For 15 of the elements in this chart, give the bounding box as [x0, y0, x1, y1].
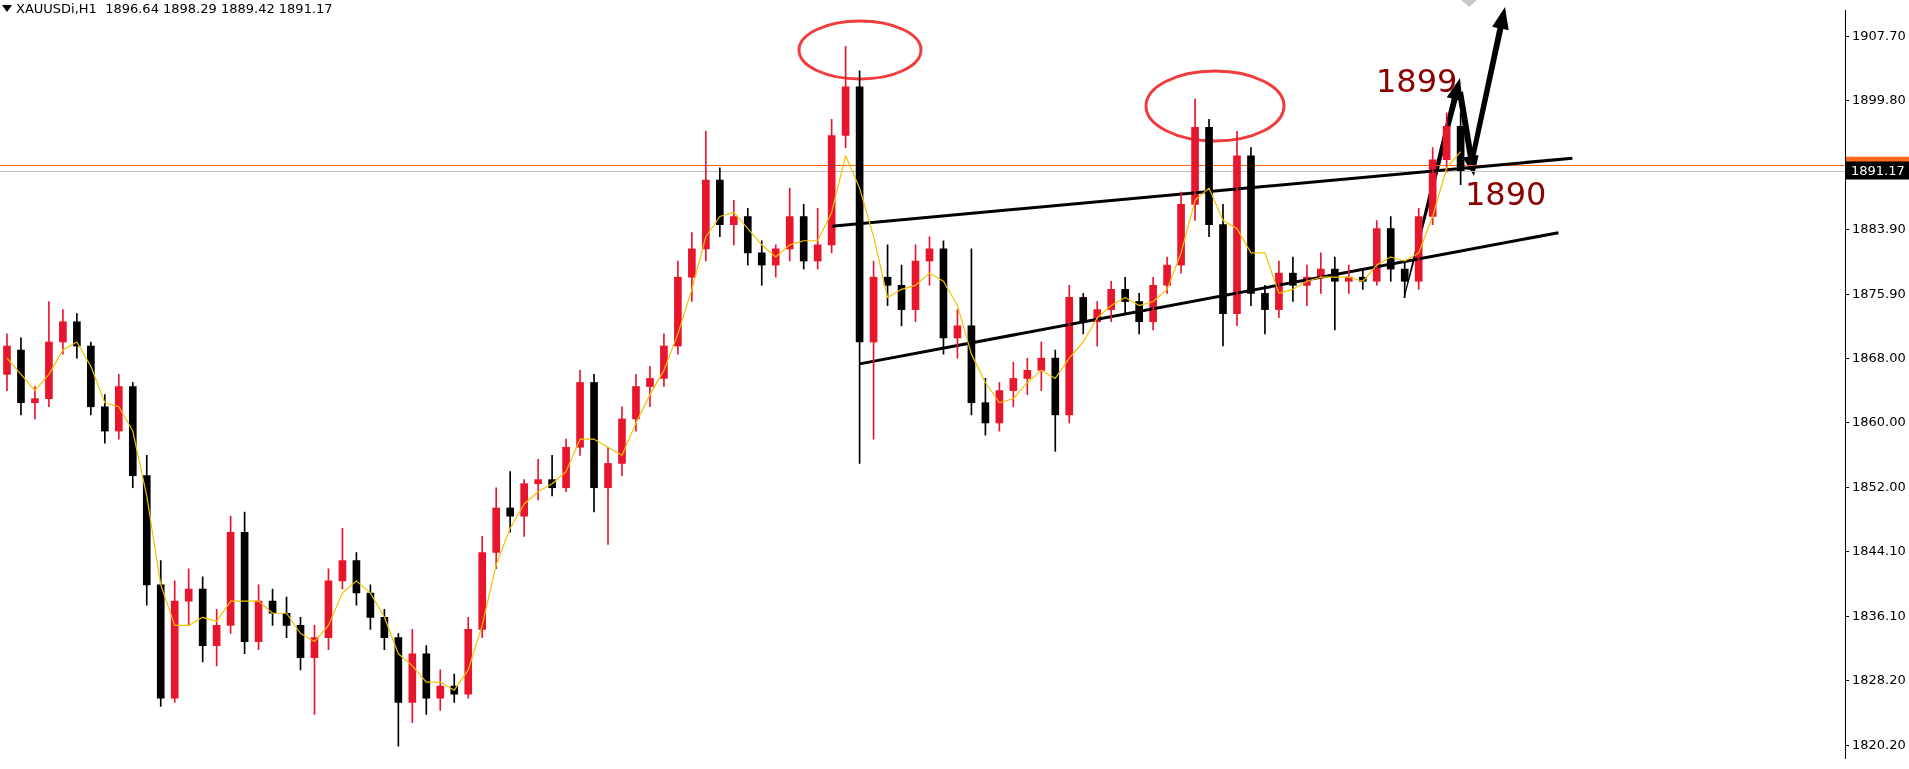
y-tick-label: 1868.00	[1852, 349, 1906, 365]
y-tick-label: 1828.20	[1852, 671, 1906, 687]
y-tick-label: 1836.10	[1852, 607, 1906, 623]
y-tick-label: 1860.00	[1852, 414, 1906, 430]
annotation: 1890	[1465, 175, 1547, 213]
y-tick-label: 1820.20	[1852, 736, 1906, 752]
y-tick-label: 1875.90	[1852, 285, 1906, 301]
ref-line-label: 1891.17	[1851, 162, 1905, 178]
annotation: 1899	[1376, 62, 1458, 100]
chart-title: XAUUSDi,H1 1896.64 1898.29 1889.42 1891.17	[16, 1, 333, 16]
y-tick-label: 1844.10	[1852, 543, 1906, 559]
y-tick-label: 1899.80	[1852, 92, 1906, 108]
y-tick-label: 1852.00	[1852, 479, 1906, 495]
y-tick-label: 1907.70	[1852, 28, 1906, 44]
y-tick-label: 1883.90	[1852, 220, 1906, 236]
